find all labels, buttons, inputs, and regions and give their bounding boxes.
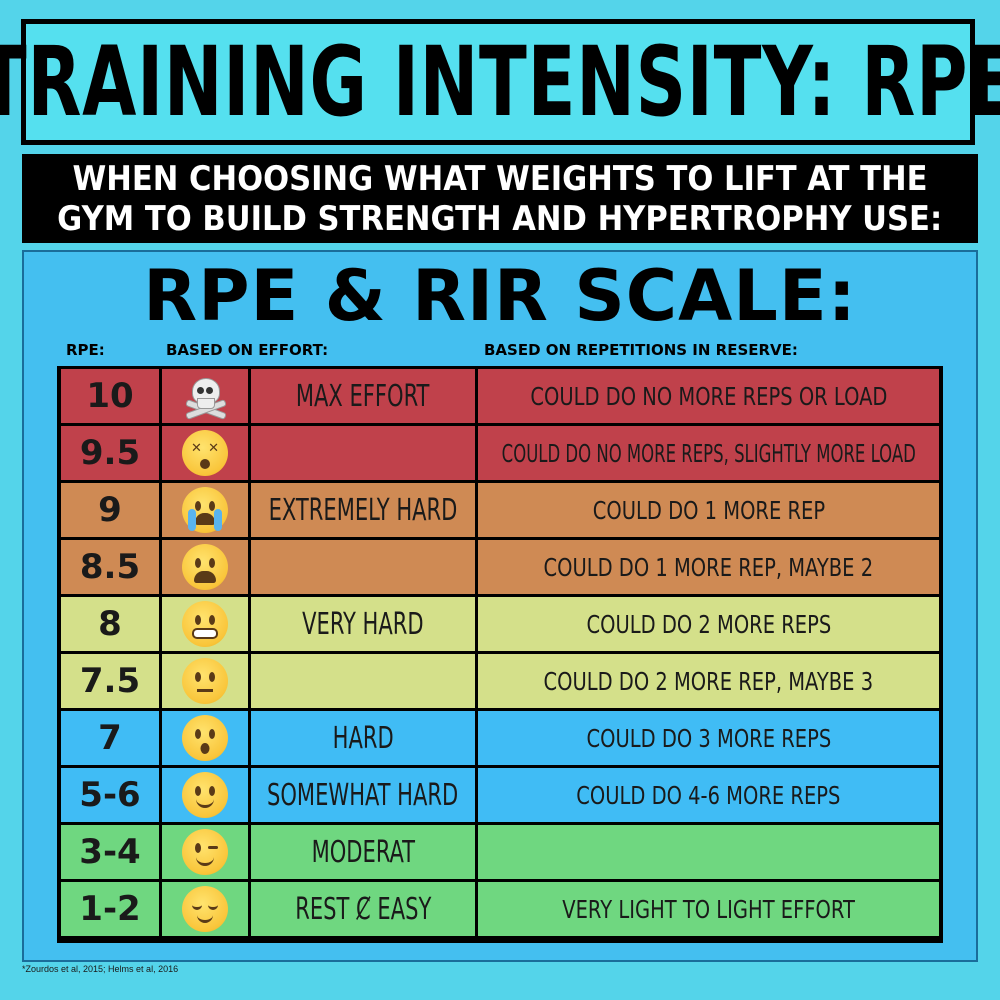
subtitle-line-2: GYM TO BUILD STRENGTH AND HYPERTROPHY US… (57, 198, 943, 239)
rpe-value: 7.5 (61, 654, 159, 708)
effort-label: MODERAT (251, 825, 475, 879)
rpe-value: 1-2 (61, 882, 159, 936)
rpe-value: 9.5 (61, 426, 159, 480)
title-box: TRAINING INTENSITY: RPE (0, 19, 1000, 145)
rpe-value: 3-4 (61, 825, 159, 879)
reserve-label: VERY LIGHT TO LIGHT EFFORT (478, 882, 939, 936)
rpe-value: 7 (61, 711, 159, 765)
subtitle-line-1: WHEN CHOOSING WHAT WEIGHTS TO LIFT AT TH… (72, 158, 928, 199)
skull-crossbones-icon (162, 369, 248, 423)
slightly-smiling-face-icon (162, 768, 248, 822)
grimacing-face-icon (162, 597, 248, 651)
effort-label: REST Ȼ EASY (251, 882, 475, 936)
reserve-label: COULD DO 3 MORE REPS (478, 711, 939, 765)
reserve-label: COULD DO 2 MORE REPS (478, 597, 939, 651)
footnote: *Zourdos et al, 2015; Helms et al, 2016 (22, 964, 179, 974)
effort-label: SOMEWHAT HARD (251, 768, 475, 822)
subtitle-banner: WHEN CHOOSING WHAT WEIGHTS TO LIFT AT TH… (22, 154, 978, 243)
effort-label: MAX EFFORT (251, 369, 475, 423)
reserve-label (478, 825, 939, 879)
reserve-label: COULD DO 1 MORE REP, MAYBE 2 (478, 540, 939, 594)
rpe-value: 5-6 (61, 768, 159, 822)
rpe-value: 9 (61, 483, 159, 537)
reserve-label: COULD DO 4-6 MORE REPS (478, 768, 939, 822)
reserve-label: COULD DO 2 MORE REP, MAYBE 3 (478, 654, 939, 708)
table-row: 3-4 MODERAT (57, 822, 943, 879)
table-row: 9.5 ✕ ✕ COULD DO NO MORE REPS, SLIGHTLY MOR… (57, 423, 943, 480)
header-effort: BASED ON EFFORT: (166, 341, 329, 359)
rpe-value: 8.5 (61, 540, 159, 594)
dizzy-face-icon: ✕ ✕ (162, 426, 248, 480)
rpe-table: 10 MAX EFFORT COULD DO NO MORE REPS OR LOA… (57, 366, 943, 943)
scale-title: RPE & RIR SCALE: (143, 255, 857, 337)
weary-face-icon (162, 540, 248, 594)
header-reserve: BASED ON REPETITIONS IN RESERVE: (484, 341, 798, 359)
rpe-value: 10 (61, 369, 159, 423)
reserve-label: COULD DO NO MORE REPS, SLIGHTLY MORE LOA… (478, 426, 939, 480)
table-row: 9 EXTREMELY HARD COULD DO 1 MORE REP (57, 480, 943, 537)
hushed-face-icon (162, 711, 248, 765)
page-title: TRAINING INTENSITY: RPE (0, 26, 1000, 138)
table-row: 1-2 REST Ȼ EASY VERY LIGHT TO LIGHT EFFORT (57, 879, 943, 936)
effort-label: HARD (251, 711, 475, 765)
reserve-label: COULD DO NO MORE REPS OR LOAD (478, 369, 939, 423)
table-row: 7 HARD COULD DO 3 MORE REPS (57, 708, 943, 765)
effort-label (251, 426, 475, 480)
effort-label: VERY HARD (251, 597, 475, 651)
table-row: 8.5 COULD DO 1 MORE REP, MAYBE 2 (57, 537, 943, 594)
neutral-face-icon (162, 654, 248, 708)
effort-label (251, 540, 475, 594)
effort-label (251, 654, 475, 708)
table-row: 8 VERY HARD COULD DO 2 MORE REPS (57, 594, 943, 651)
table-row: 7.5 COULD DO 2 MORE REP, MAYBE 3 (57, 651, 943, 708)
effort-label: EXTREMELY HARD (251, 483, 475, 537)
header-rpe: RPE: (66, 341, 105, 359)
table-row: 5-6 SOMEWHAT HARD COULD DO 4-6 MORE REPS (57, 765, 943, 822)
table-row: 10 MAX EFFORT COULD DO NO MORE REPS OR LOA… (57, 366, 943, 423)
winking-face-icon (162, 825, 248, 879)
reserve-label: COULD DO 1 MORE REP (478, 483, 939, 537)
relieved-face-icon (162, 882, 248, 936)
crying-face-icon (162, 483, 248, 537)
rpe-value: 8 (61, 597, 159, 651)
